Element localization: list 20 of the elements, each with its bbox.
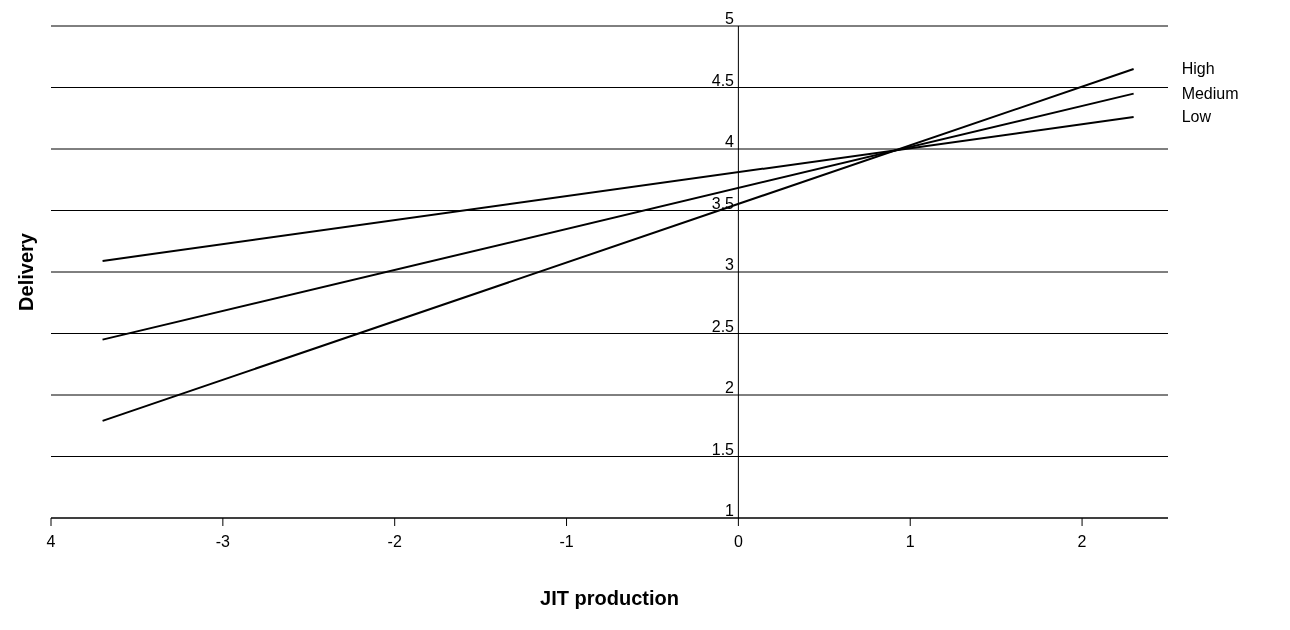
x-tick-label: -3 [215,533,231,551]
x-tick-label: 2 [1077,533,1087,551]
y-tick-label: 1 [725,502,735,519]
x-tick-label: 0 [733,533,743,551]
x-tick-label: 4 [46,533,56,551]
text: Medium [1181,84,1239,102]
y-axis-title: Delivery [14,233,38,311]
x-tick-label: -2 [387,533,402,551]
y-tick-label: 4 [725,133,735,150]
text: High [1181,60,1215,78]
y-tick-label: 1.5 [711,440,735,458]
y-tick-label: 2.5 [711,317,735,335]
y-tick-label: 5 [725,10,735,27]
x-tick-label: 1 [905,533,915,551]
y-tick-label: 4.5 [711,71,735,89]
x-tick-label: -1 [559,533,574,551]
y-tick-label: 3 [725,256,735,273]
x-axis-title: JIT production [540,587,679,609]
y-tick-label: 2 [725,379,735,396]
text: Low [1181,108,1212,126]
